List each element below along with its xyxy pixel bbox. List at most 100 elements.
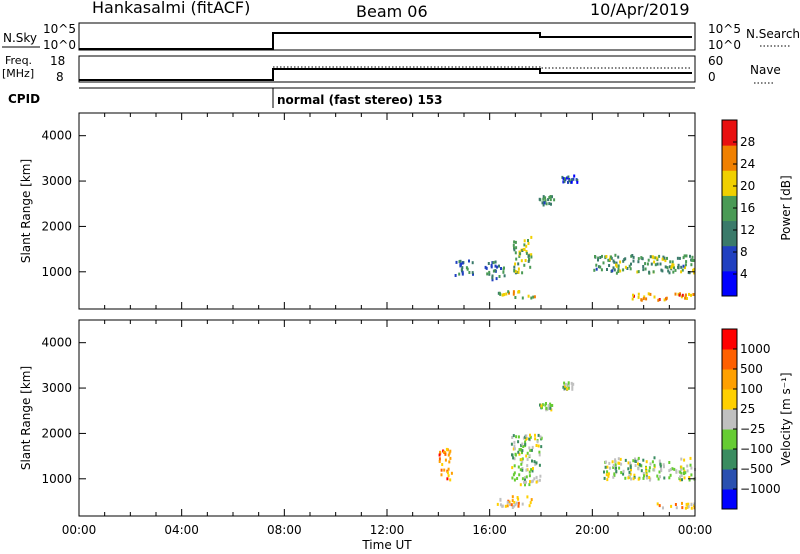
data-cell bbox=[516, 477, 519, 480]
data-cell bbox=[526, 451, 529, 455]
data-cell bbox=[521, 442, 524, 446]
data-cell bbox=[496, 265, 498, 269]
data-cell bbox=[568, 179, 571, 183]
data-cell bbox=[673, 266, 675, 270]
data-cell bbox=[512, 434, 515, 438]
data-cell bbox=[448, 460, 451, 464]
data-cell bbox=[629, 461, 632, 465]
data-cell bbox=[609, 466, 611, 470]
data-cell bbox=[525, 244, 528, 248]
nsky-tick-bottom: 10^0 bbox=[43, 38, 76, 52]
data-cell bbox=[517, 267, 520, 271]
data-cell bbox=[449, 478, 452, 482]
data-cell bbox=[632, 293, 634, 297]
data-cell bbox=[632, 459, 635, 463]
data-cell bbox=[613, 474, 616, 477]
data-cell bbox=[513, 464, 516, 468]
data-cell bbox=[502, 270, 505, 274]
data-cell bbox=[499, 503, 502, 507]
power-panel: 1000 2000 3000 4000 Slant Range [km] 28 24 20 16… bbox=[19, 112, 793, 310]
data-cell bbox=[677, 292, 680, 296]
data-cell bbox=[630, 254, 633, 258]
data-cell bbox=[516, 496, 519, 499]
data-cell bbox=[576, 180, 579, 184]
data-cell bbox=[510, 503, 513, 507]
data-cell bbox=[532, 467, 534, 470]
data-cell bbox=[460, 268, 463, 272]
data-cell bbox=[459, 263, 462, 267]
data-cell bbox=[680, 270, 683, 274]
data-cell bbox=[676, 256, 679, 260]
data-cell bbox=[535, 475, 538, 479]
data-cell bbox=[679, 475, 681, 479]
data-cell bbox=[608, 264, 611, 267]
nsky-trace bbox=[79, 32, 692, 50]
data-cell bbox=[682, 467, 685, 471]
colorbar-segment bbox=[722, 245, 737, 272]
data-cell bbox=[492, 261, 495, 265]
cpid-label: CPID bbox=[8, 92, 40, 106]
data-cell bbox=[693, 267, 696, 271]
data-cell bbox=[658, 298, 661, 301]
data-cell bbox=[668, 469, 671, 473]
data-cell bbox=[531, 459, 533, 463]
colorbar-segment bbox=[722, 120, 737, 146]
data-cell bbox=[541, 403, 544, 407]
data-cell bbox=[683, 476, 686, 480]
data-cell bbox=[441, 463, 444, 466]
data-cell bbox=[628, 470, 631, 474]
data-cell bbox=[526, 464, 529, 468]
data-cell bbox=[692, 268, 695, 272]
data-cell bbox=[648, 469, 651, 473]
data-cell bbox=[607, 474, 610, 478]
data-cell bbox=[533, 295, 536, 299]
data-cell bbox=[521, 296, 524, 300]
nsearch-tick-bottom: 10^0 bbox=[708, 38, 741, 52]
data-cell bbox=[527, 242, 530, 245]
data-cell bbox=[671, 260, 674, 264]
data-cell bbox=[658, 254, 661, 258]
data-cell bbox=[539, 435, 542, 439]
nsearch-label: N.Search bbox=[746, 27, 800, 41]
data-cell bbox=[540, 404, 543, 408]
x-tick-label: 04:00 bbox=[164, 523, 199, 537]
data-cell bbox=[624, 265, 627, 269]
data-cell bbox=[662, 255, 665, 259]
data-cell bbox=[571, 385, 574, 389]
data-cell bbox=[691, 258, 694, 262]
data-cell bbox=[529, 433, 531, 437]
data-cell bbox=[572, 177, 575, 181]
data-cell bbox=[512, 456, 515, 460]
colorbar: 28 24 20 16 12 8 4 Power [dB] bbox=[721, 119, 793, 297]
data-cell bbox=[645, 460, 648, 464]
data-cell bbox=[671, 263, 674, 267]
data-region bbox=[510, 433, 543, 487]
data-cell bbox=[622, 268, 625, 272]
colorbar-tick-label: 1000 bbox=[740, 342, 771, 356]
freq-trace bbox=[79, 68, 692, 81]
data-cell bbox=[537, 444, 540, 448]
data-cell bbox=[539, 403, 541, 407]
data-cell bbox=[530, 253, 533, 257]
data-cell bbox=[528, 483, 531, 487]
data-cell bbox=[525, 454, 528, 458]
data-cell bbox=[521, 249, 524, 252]
colorbar-segment bbox=[722, 220, 737, 247]
colorbar-segment bbox=[722, 449, 737, 470]
data-cell bbox=[503, 274, 506, 278]
data-cell bbox=[529, 265, 532, 269]
data-cell bbox=[615, 271, 618, 275]
colorbar-tick-label: −1000 bbox=[740, 482, 781, 496]
station-title: Hankasalmi (fitACF) bbox=[92, 0, 251, 17]
data-cell bbox=[573, 174, 576, 178]
data-cell bbox=[461, 272, 464, 276]
data-cell bbox=[550, 202, 552, 206]
data-cell bbox=[507, 290, 510, 294]
freq-unit: [MHz] bbox=[2, 67, 34, 80]
data-cell bbox=[614, 463, 617, 467]
data-cell bbox=[642, 268, 645, 272]
data-cell bbox=[523, 239, 526, 243]
data-cell bbox=[607, 258, 610, 262]
data-cell bbox=[631, 254, 634, 257]
